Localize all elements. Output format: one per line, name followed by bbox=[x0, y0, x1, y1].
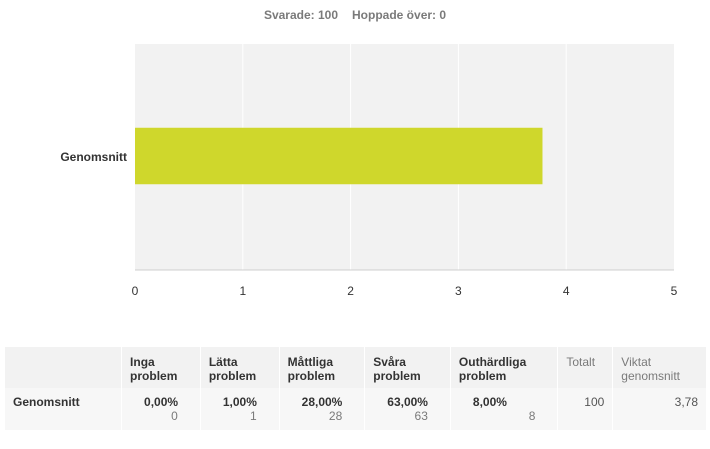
x-tick-label-0: 0 bbox=[132, 284, 139, 298]
cell-outhardliga-problem: 8,00% 8 bbox=[449, 388, 558, 430]
header-viktat-genomsnitt: Viktat genomsnitt bbox=[612, 347, 706, 388]
skipped-count: Hoppade över: 0 bbox=[352, 8, 447, 22]
results-table: Inga problem Lätta problem Måttliga problem… bbox=[3, 347, 706, 430]
category-label-genomsnitt: Genomsnitt bbox=[60, 150, 127, 164]
cell-mattliga-problem: 28,00% 28 bbox=[278, 388, 365, 430]
answered-count: Svarade: 100 bbox=[263, 8, 339, 22]
x-tick-label-2: 2 bbox=[347, 284, 354, 298]
header-mattliga-problem: Måttliga problem bbox=[278, 347, 365, 388]
bar-chart: 0 1 2 3 4 5 Genomsnitt bbox=[60, 44, 678, 298]
bar-genomsnitt bbox=[135, 127, 543, 185]
row-label: Genomsnitt bbox=[3, 388, 122, 430]
cell-totalt: 100 bbox=[557, 388, 613, 430]
table-corner bbox=[3, 347, 122, 388]
header-outhardliga-problem: Outhärdliga problem bbox=[449, 347, 558, 388]
x-tick-label-4: 4 bbox=[563, 284, 570, 298]
header-inga-problem: Inga problem bbox=[121, 347, 201, 388]
cell-viktat-genomsnitt: 3,78 bbox=[612, 388, 706, 430]
x-tick-label-3: 3 bbox=[455, 284, 462, 298]
response-summary: Svarade: 100 Hoppade över: 0 bbox=[0, 8, 710, 22]
x-tick-label-1: 1 bbox=[239, 284, 246, 298]
cell-latta-problem: 1,00% 1 bbox=[199, 388, 280, 430]
header-svara-problem: Svåra problem bbox=[364, 347, 451, 388]
header-totalt: Totalt bbox=[557, 347, 613, 388]
table-row: Genomsnitt 0,00% 0 1,00% 1 28,00% 28 63,00%… bbox=[3, 388, 706, 430]
x-tick-label-5: 5 bbox=[671, 284, 678, 298]
cell-inga-problem: 0,00% 0 bbox=[121, 388, 201, 430]
header-latta-problem: Lätta problem bbox=[199, 347, 280, 388]
cell-svara-problem: 63,00% 63 bbox=[364, 388, 451, 430]
table-header-row: Inga problem Lätta problem Måttliga problem… bbox=[3, 347, 706, 388]
